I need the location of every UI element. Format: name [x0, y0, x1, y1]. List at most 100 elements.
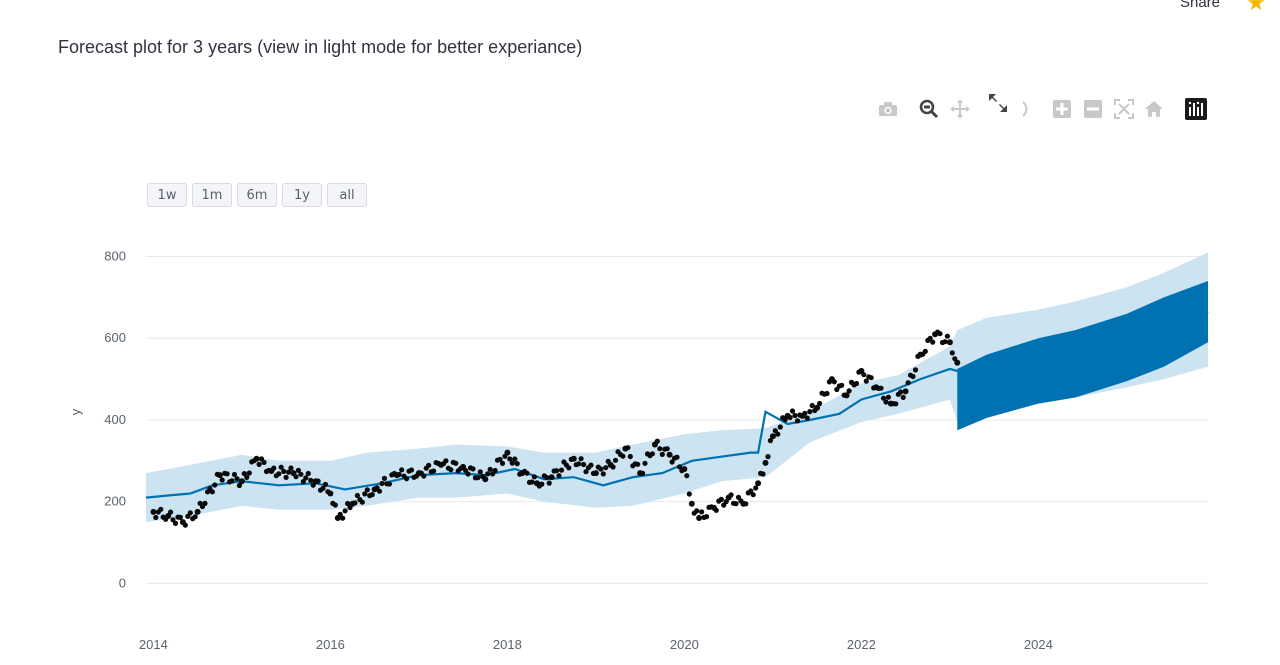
y-tick-label: 600 [104, 330, 126, 345]
actual-point [303, 475, 308, 480]
actual-point [448, 467, 453, 472]
x-tick-label: 2022 [847, 637, 876, 652]
actual-point [805, 416, 810, 421]
actual-point [544, 475, 549, 480]
x-tick-label: 2016 [316, 637, 345, 652]
actual-point [504, 450, 510, 456]
actual-point [763, 460, 769, 466]
actual-point [687, 491, 692, 496]
actual-point [524, 471, 529, 476]
actual-point [377, 489, 382, 494]
actual-point [699, 509, 704, 514]
actual-point [751, 492, 756, 497]
actual-point [426, 463, 431, 468]
actual-point [950, 350, 955, 355]
actual-point [930, 340, 935, 345]
actual-point [613, 458, 618, 463]
actual-point [847, 388, 852, 393]
actual-point [598, 466, 603, 471]
actual-point [225, 471, 230, 476]
actual-point [942, 339, 947, 344]
actual-point [674, 455, 679, 460]
y-axis-label: y [68, 408, 83, 415]
actual-point [397, 472, 402, 477]
actual-point [212, 482, 217, 487]
actual-point [593, 470, 599, 476]
actual-point [945, 334, 950, 339]
actual-point [478, 469, 483, 474]
actual-point [409, 467, 414, 472]
actual-point [733, 501, 738, 506]
actual-point [566, 465, 571, 470]
actual-point [244, 475, 249, 480]
actual-point [743, 501, 748, 506]
x-tick-label: 2020 [670, 637, 699, 652]
actual-point [913, 367, 918, 372]
actual-point [515, 461, 520, 466]
actual-point [854, 381, 859, 386]
actual-point [579, 456, 584, 461]
actual-point [714, 508, 719, 513]
actual-point [254, 456, 260, 462]
actual-point [810, 403, 815, 408]
actual-point [886, 395, 891, 400]
actual-point [802, 411, 807, 416]
actual-point [729, 492, 734, 497]
actual-point [470, 466, 475, 471]
actual-point [465, 471, 470, 476]
actual-point [839, 383, 844, 388]
actual-point [173, 521, 178, 526]
actual-point [421, 473, 426, 478]
actual-point [681, 466, 687, 472]
actual-point [387, 481, 392, 486]
actual-point [316, 479, 321, 484]
actual-point [379, 481, 384, 486]
actual-point [620, 454, 625, 459]
actual-point [158, 507, 163, 512]
x-tick-label: 2018 [493, 637, 522, 652]
actual-point [370, 492, 375, 497]
actual-point [694, 508, 699, 513]
actual-point [281, 469, 286, 474]
actual-point [288, 465, 293, 470]
actual-point [482, 476, 488, 482]
actual-point [431, 468, 436, 473]
actual-point [220, 477, 225, 482]
actual-point [306, 471, 311, 476]
actual-point [640, 471, 645, 476]
actual-point [898, 389, 903, 394]
actual-point [183, 523, 188, 528]
actual-point [642, 461, 647, 466]
actual-point [168, 509, 173, 514]
actual-point [893, 401, 898, 406]
actual-point [571, 456, 577, 462]
actual-point [832, 379, 837, 384]
actual-point [453, 461, 458, 466]
actual-point [923, 349, 928, 354]
actual-point [795, 418, 800, 423]
actual-point [532, 474, 537, 479]
actual-point [308, 478, 313, 483]
actual-point [704, 514, 709, 519]
actual-point [239, 478, 245, 484]
actual-point [193, 514, 198, 519]
actual-point [195, 509, 201, 515]
actual-point [603, 465, 608, 470]
y-tick-label: 400 [104, 412, 126, 427]
actual-point [276, 471, 281, 476]
actual-point [382, 476, 387, 481]
actual-point [824, 391, 829, 396]
actual-point [247, 470, 252, 475]
actual-point [655, 439, 660, 444]
actual-point [475, 475, 480, 480]
x-tick-label: 2014 [139, 637, 168, 652]
actual-point [512, 456, 517, 461]
actual-point [150, 509, 156, 515]
actual-point [755, 480, 761, 486]
actual-point [667, 452, 673, 458]
y-tick-label: 200 [104, 494, 126, 509]
actual-point [611, 464, 616, 469]
actual-point [234, 476, 239, 481]
y-tick-label: 800 [104, 249, 126, 264]
